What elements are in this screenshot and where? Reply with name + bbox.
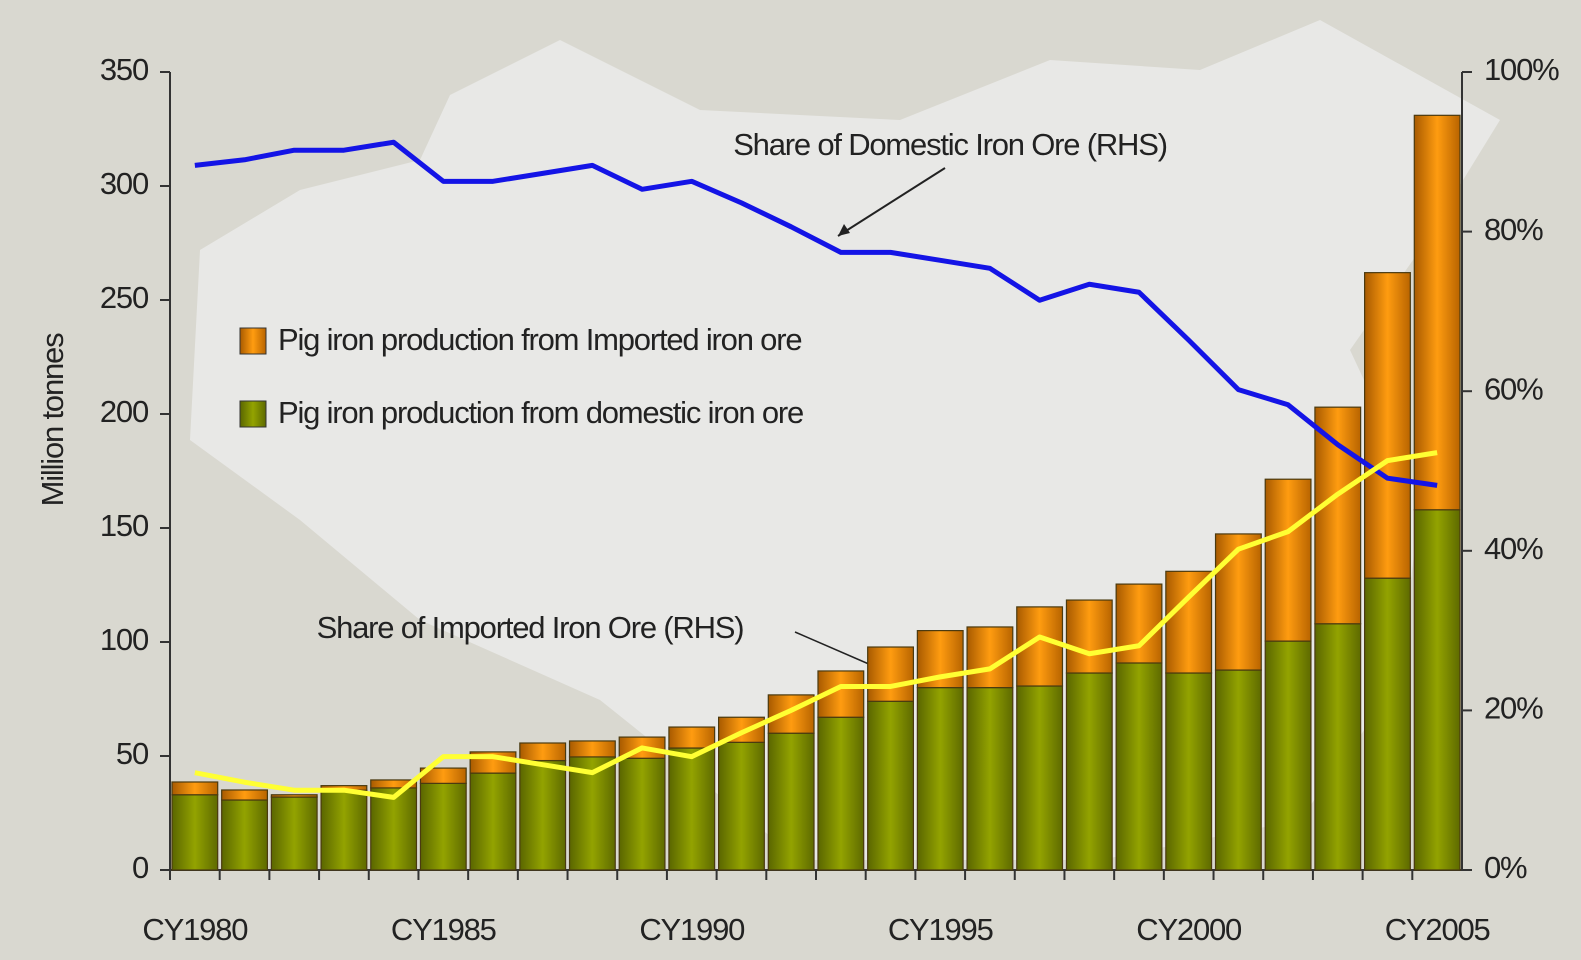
x-tick-label: CY2000 [1136,912,1242,947]
y-tick-label: 150 [100,508,149,543]
x-tick-label: CY1985 [391,912,496,947]
bar-segment [370,779,418,789]
bar-segment [519,759,567,871]
arrow-head [838,224,850,236]
y-tick-label: 200 [100,394,149,429]
y2-tick-label: 0% [1484,850,1527,885]
bar-segment [1413,114,1461,511]
bar-segment [867,646,914,702]
bar-segment [270,796,318,871]
bar-segment [1364,577,1411,871]
annotation: Share of Imported Iron Ore (RHS) [317,610,744,645]
bar-segment [419,782,467,871]
bar-segment [171,794,219,871]
y2-tick-label: 100% [1484,52,1559,87]
bar-segment [469,772,517,871]
x-tick-label: CY1980 [142,912,248,947]
bar-segment [221,799,268,871]
bar-segment [568,740,616,758]
y2-tick-label: 40% [1484,531,1543,566]
bar-segment [1364,272,1411,579]
legend-swatch [239,327,267,355]
x-tick-label: CY1995 [888,912,993,947]
bar-segment [1115,583,1163,664]
bar-segment [1214,533,1262,671]
y-tick-label: 0 [132,850,149,885]
y-tick-label: 350 [100,52,149,87]
bar-segment [718,741,765,871]
y-tick-label: 50 [116,736,149,771]
y2-tick-label: 60% [1484,371,1543,406]
bar-segment [1314,406,1362,625]
bar-segment [1016,685,1064,871]
bar-segment [966,686,1014,871]
legend-label: Pig iron production from Imported iron o… [278,322,801,357]
y2-tick-label: 80% [1484,212,1543,247]
annotation-arrow [837,167,946,237]
bar-segment [1314,623,1362,871]
x-tick-label: CY2005 [1385,912,1490,947]
annotation: Share of Domestic Iron Ore (RHS) [733,127,1167,162]
legend-label: Pig iron production from domestic iron o… [278,395,803,430]
bar-segment [668,726,716,749]
line-series [194,139,1438,488]
annotation-arrow [794,631,879,669]
bar-segment [618,757,666,871]
bar-segment [1165,672,1213,871]
line-series [194,450,1438,800]
y-tick-label: 250 [100,280,149,315]
bar-segment [1214,669,1262,871]
bar-segment [320,789,368,871]
bar-segment [668,747,716,871]
bar-segment [867,700,914,871]
bar-segment [370,787,418,871]
bar-segment [519,742,567,762]
y-tick-label: 100 [100,622,149,657]
bar-segment [568,756,616,871]
bar-segment [767,732,815,871]
bar-segment [1065,672,1113,871]
y-tick-label: 300 [100,166,149,201]
bar-segment [171,781,219,796]
bar-segment [1065,599,1113,674]
bar-segment [817,716,865,871]
y2-tick-label: 20% [1484,691,1543,726]
bar-segment [270,794,318,798]
bar-segment [1165,570,1213,674]
bar-segment [1264,640,1312,871]
y-axis-label: Million tonnes [35,333,70,506]
bar-segment [1413,509,1461,871]
bar-segment [1115,662,1163,871]
bar-segment [916,686,964,871]
legend-swatch [239,400,267,428]
bar-segment [221,789,268,801]
bar-segment [1264,478,1312,642]
x-tick-label: CY1990 [639,912,745,947]
